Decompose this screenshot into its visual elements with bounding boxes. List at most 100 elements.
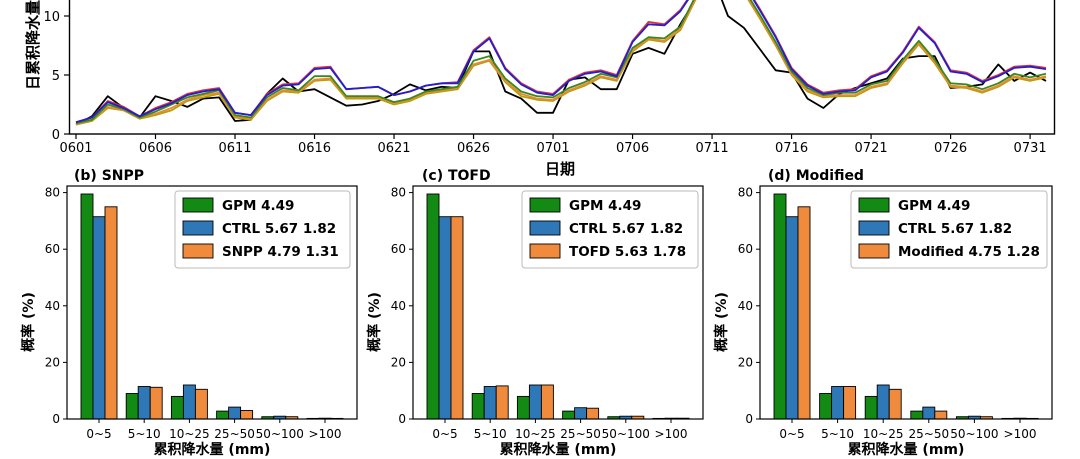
x-tick-label: 0621 [377, 141, 410, 156]
x-tick-label: >100 [309, 427, 342, 441]
y-tick-label: 0 [398, 412, 406, 426]
line-plot-frame [68, 0, 1056, 135]
bar-group [426, 193, 690, 420]
line-x-axis-label: 日期 [545, 160, 575, 178]
y-tick-label: 80 [45, 186, 60, 200]
panel-title: (b) SNPP [74, 168, 144, 184]
x-tick-label: 50~100 [256, 427, 304, 441]
line-axes: 0 5 10 0601 0606 0611 0616 0621 0626 0701 0706 0711… [43, 10, 1046, 156]
legend-label: GPM 4.49 [222, 198, 294, 214]
bar [574, 407, 588, 420]
panel-title: (c) TOFD [422, 168, 491, 184]
axes: 0~5 5~10 10~25 25~50 50~100 >100 0 20 40 60 80 [391, 186, 688, 441]
legend-label: Modified 4.75 1.28 [898, 244, 1040, 260]
legend-label: CTRL 5.67 1.82 [898, 221, 1012, 237]
legend-label: SNPP 4.79 1.31 [222, 244, 339, 260]
bar [92, 216, 106, 420]
bar [194, 388, 208, 420]
x-axis-label: 累积降水量 (mm) [848, 441, 965, 458]
legend-swatch [182, 220, 214, 236]
bar [228, 406, 242, 420]
bar [819, 393, 833, 420]
x-tick-label: 0721 [855, 141, 888, 156]
legend-label: GPM 4.49 [898, 198, 970, 214]
bar [483, 386, 497, 420]
legend-box [174, 190, 351, 269]
legend-swatch [858, 197, 890, 213]
bar-panel-modified: (d) Modified 0~5 5~10 10~25 25~50 50~100 >100… [713, 168, 1053, 458]
x-axis-label: 累积降水量 (mm) [154, 441, 271, 458]
bar-group [80, 193, 344, 420]
bar [528, 384, 542, 420]
legend: GPM 4.49 CTRL 5.67 1.82 SNPP 4.79 1.31 [174, 190, 351, 269]
x-tick-label: 10~25 [515, 427, 556, 441]
y-tick-label: 20 [391, 355, 406, 369]
bar [80, 193, 94, 420]
y-tick-label: 80 [391, 186, 406, 200]
axes: 0~5 5~10 10~25 25~50 50~100 >100 0 20 40 60 80 [45, 186, 342, 441]
y-tick-label: 60 [391, 242, 406, 256]
y-tick-label: 80 [738, 186, 753, 200]
x-tick-label: 0~5 [86, 427, 111, 441]
x-tick-label: 5~10 [128, 427, 161, 441]
bar [438, 216, 452, 420]
y-axis-label: 概率 (%) [20, 292, 37, 352]
bar [876, 384, 890, 420]
y-tick-label: 10 [43, 10, 60, 25]
x-tick-label: 0601 [59, 141, 92, 156]
bar [888, 388, 902, 420]
line-series-1 [75, 0, 1047, 126]
plot-frame [412, 185, 704, 420]
bar [843, 386, 857, 420]
plot-frame [759, 185, 1053, 420]
bar [586, 407, 600, 420]
legend-swatch [529, 197, 561, 213]
y-tick-label: 60 [738, 242, 753, 256]
x-tick-label: 25~50 [214, 427, 255, 441]
legend-swatch [858, 243, 890, 259]
x-tick-label: 0701 [537, 141, 570, 156]
bar [471, 393, 485, 420]
x-tick-label: 0726 [934, 141, 967, 156]
y-tick-label: 60 [45, 242, 60, 256]
bar [797, 206, 811, 420]
line-series-group [75, 0, 1047, 126]
legend: GPM 4.49 CTRL 5.67 1.82 Modified 4.75 1.28 [850, 190, 1048, 269]
x-tick-label: 5~10 [474, 427, 507, 441]
bar [934, 410, 948, 420]
legend: GPM 4.49 CTRL 5.67 1.82 TOFD 5.63 1.78 [521, 190, 699, 269]
x-tick-label: 0611 [218, 141, 251, 156]
bar [773, 193, 787, 420]
y-tick-label: 0 [745, 412, 753, 426]
x-tick-label: 0706 [616, 141, 649, 156]
bar [450, 216, 464, 420]
x-tick-label: 0716 [775, 141, 808, 156]
bar [240, 410, 254, 420]
bar [785, 216, 799, 420]
y-tick-label: 20 [45, 355, 60, 369]
x-tick-label: 0626 [457, 141, 490, 156]
bar [182, 384, 196, 420]
bar [426, 193, 440, 420]
bar [922, 406, 936, 420]
x-tick-label: >100 [655, 427, 688, 441]
x-tick-label: 50~100 [950, 427, 998, 441]
legend-label: CTRL 5.67 1.82 [569, 221, 683, 237]
line-panel: 0 5 10 0601 0606 0611 0616 0621 0626 0701 0706 0711… [24, 0, 1056, 178]
x-tick-label: 25~50 [909, 427, 950, 441]
plot-frame [66, 185, 358, 420]
line-series-2 [75, 0, 1047, 126]
line-series-3 [75, 0, 1047, 125]
bar [125, 393, 139, 420]
y-tick-label: 40 [45, 299, 60, 313]
x-tick-label: 0616 [298, 141, 331, 156]
bar [170, 395, 184, 420]
legend-swatch [858, 220, 890, 236]
y-tick-label: 0 [52, 412, 60, 426]
legend-label: GPM 4.49 [569, 198, 641, 214]
bar-panel-snpp: (b) SNPP 0~5 5~10 10~25 25~50 50~100 >100 0 20 4… [20, 168, 358, 458]
x-tick-label: 0~5 [432, 427, 457, 441]
bar [149, 386, 163, 420]
bar [910, 410, 924, 420]
